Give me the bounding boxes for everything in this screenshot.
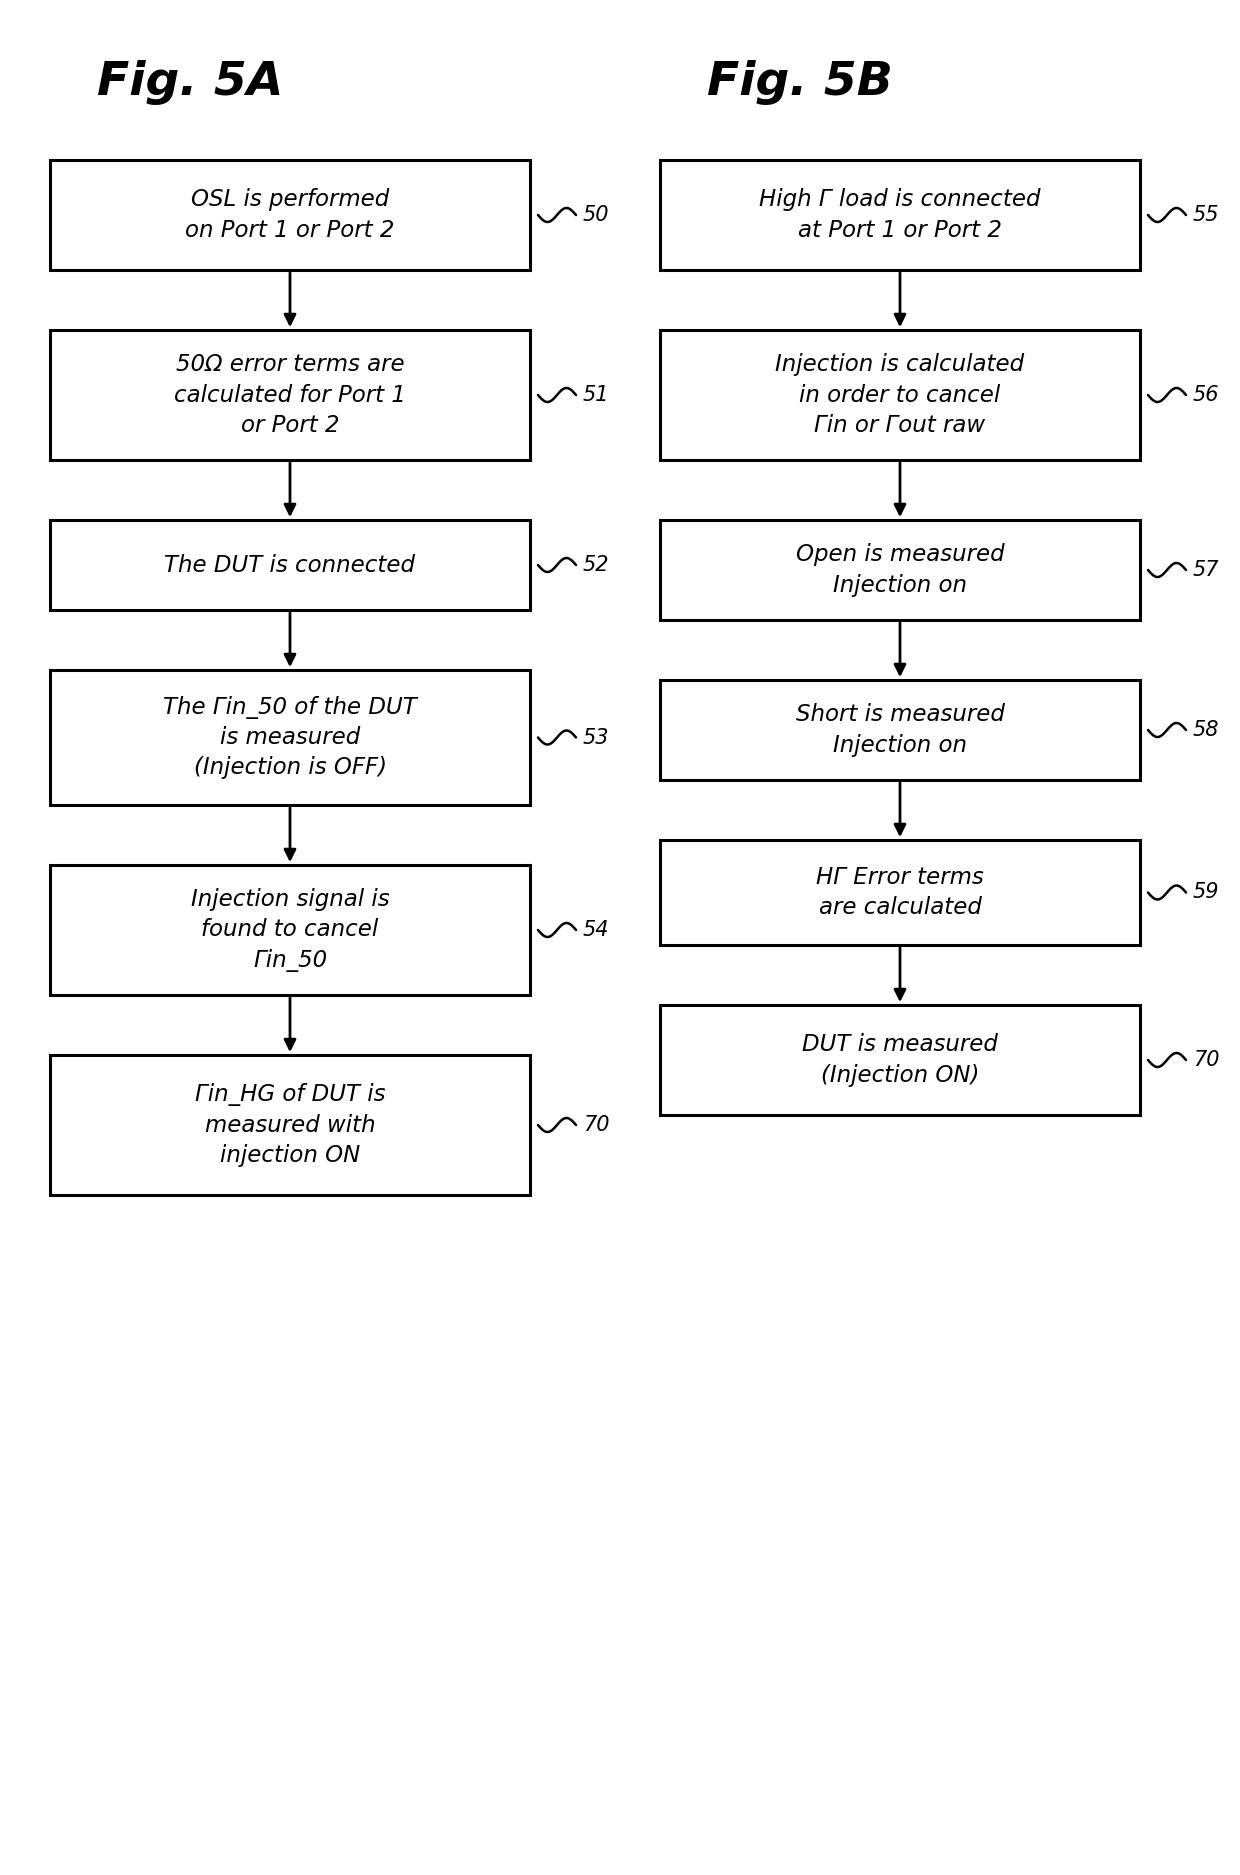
- Bar: [50, 864, 529, 996]
- Text: Injection signal is
found to cancel
Γin_50: Injection signal is found to cancel Γin_…: [191, 889, 389, 971]
- Text: 58: 58: [1193, 720, 1219, 741]
- Text: 70: 70: [583, 1116, 610, 1134]
- Bar: [660, 159, 1140, 270]
- Text: Fig. 5A: Fig. 5A: [97, 60, 283, 105]
- Text: High Γ load is connected
at Port 1 or Port 2: High Γ load is connected at Port 1 or Po…: [759, 188, 1040, 242]
- Text: HΓ Error terms
are calculated: HΓ Error terms are calculated: [816, 866, 983, 919]
- Text: 70: 70: [1193, 1050, 1219, 1071]
- Text: 50Ω error terms are
calculated for Port 1
or Port 2: 50Ω error terms are calculated for Port …: [174, 352, 405, 437]
- Text: Γin_HG of DUT is
measured with
injection ON: Γin_HG of DUT is measured with injection…: [195, 1084, 386, 1166]
- Text: Fig. 5B: Fig. 5B: [707, 60, 893, 105]
- Text: OSL is performed
on Port 1 or Port 2: OSL is performed on Port 1 or Port 2: [185, 188, 394, 242]
- Text: 51: 51: [583, 384, 610, 405]
- Text: Injection is calculated
in order to cancel
Γin or Γout raw: Injection is calculated in order to canc…: [775, 352, 1024, 437]
- Text: 55: 55: [1193, 204, 1219, 225]
- Text: 53: 53: [583, 728, 610, 748]
- Bar: [660, 840, 1140, 945]
- Text: 50: 50: [583, 204, 610, 225]
- Bar: [50, 330, 529, 459]
- Text: The DUT is connected: The DUT is connected: [165, 553, 415, 576]
- Bar: [660, 330, 1140, 459]
- Text: 54: 54: [583, 921, 610, 939]
- Text: 56: 56: [1193, 384, 1219, 405]
- Bar: [660, 1005, 1140, 1116]
- Bar: [50, 159, 529, 270]
- Bar: [660, 681, 1140, 780]
- Bar: [50, 519, 529, 609]
- Bar: [50, 669, 529, 804]
- Text: The Γin_50 of the DUT
is measured
(Injection is OFF): The Γin_50 of the DUT is measured (Injec…: [164, 696, 417, 780]
- Text: DUT is measured
(Injection ON): DUT is measured (Injection ON): [802, 1033, 998, 1087]
- Text: 52: 52: [583, 555, 610, 576]
- Text: 59: 59: [1193, 883, 1219, 902]
- Text: Short is measured
Injection on: Short is measured Injection on: [796, 703, 1004, 758]
- Bar: [660, 519, 1140, 621]
- Bar: [50, 1056, 529, 1194]
- Text: Open is measured
Injection on: Open is measured Injection on: [796, 544, 1004, 596]
- Text: 57: 57: [1193, 561, 1219, 579]
